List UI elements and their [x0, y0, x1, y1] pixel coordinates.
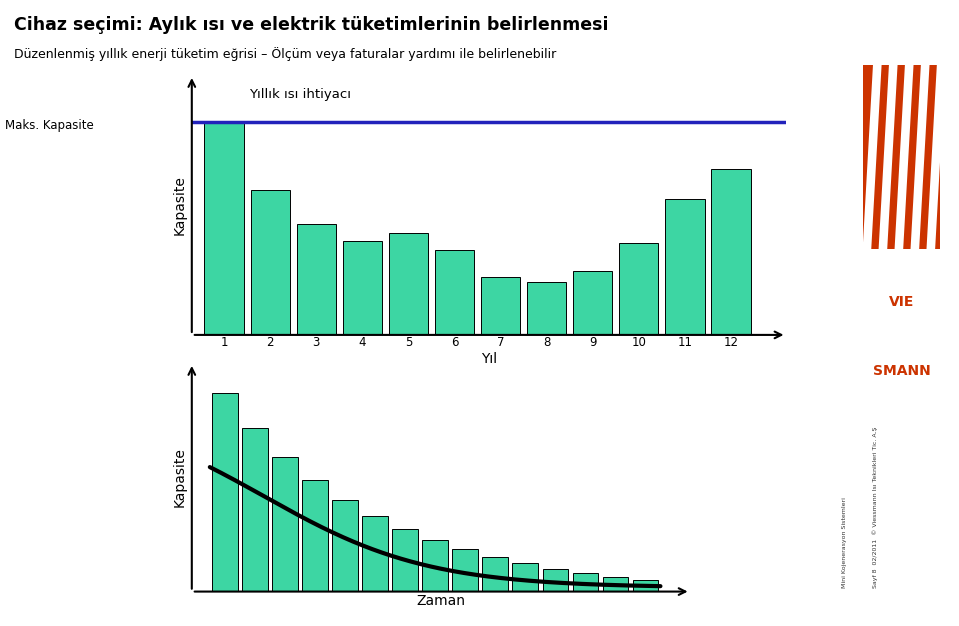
Bar [435, 250, 474, 335]
Bar [620, 244, 659, 335]
Bar [633, 580, 658, 592]
Bar [242, 428, 268, 592]
X-axis label: Yıl: Yıl [481, 352, 497, 366]
Bar [342, 241, 382, 335]
Polygon shape [878, 65, 898, 249]
Bar [863, 65, 941, 249]
Bar [363, 516, 387, 592]
Bar [302, 480, 328, 592]
Polygon shape [910, 65, 929, 249]
Bar [527, 282, 567, 335]
Bar [482, 557, 508, 592]
Bar [392, 529, 418, 592]
Text: Mini Kojenerasyon Sistemleri: Mini Kojenerasyon Sistemleri [842, 498, 847, 588]
Text: Düzenlenmiş yıllık enerji tüketim eğrisi – Ölçüm veya faturalar yardımı ile beli: Düzenlenmiş yıllık enerji tüketim eğrisi… [14, 47, 556, 61]
Text: Sayf 8  02/2011  © Viessmann Isı Teknikleri Tic. A.Ş: Sayf 8 02/2011 © Viessmann Isı Teknikler… [873, 427, 878, 588]
Bar [388, 233, 428, 335]
Text: Yıllık ısı ihtiyacı: Yıllık ısı ihtiyacı [249, 88, 351, 101]
Bar [543, 568, 568, 592]
Bar [666, 198, 705, 335]
Polygon shape [895, 65, 914, 249]
Text: Cihaz seçimi: Aylık ısı ve elektrik tüketimlerinin belirlenmesi: Cihaz seçimi: Aylık ısı ve elektrik tüke… [14, 16, 609, 34]
Polygon shape [926, 65, 946, 249]
Bar [602, 577, 628, 592]
X-axis label: Zaman: Zaman [416, 594, 466, 608]
Text: Maks. Kapasite: Maks. Kapasite [5, 119, 94, 131]
Text: VIE: VIE [889, 295, 914, 309]
Bar [204, 122, 244, 335]
Bar [332, 500, 358, 592]
Bar [512, 563, 538, 592]
Y-axis label: Kapasite: Kapasite [173, 175, 186, 235]
Text: SMANN: SMANN [873, 364, 930, 378]
Bar [573, 271, 613, 335]
Bar [481, 277, 520, 335]
Y-axis label: Kapasite: Kapasite [173, 448, 186, 507]
Bar [712, 169, 751, 335]
Bar [453, 549, 478, 592]
Bar [422, 540, 448, 592]
Bar [272, 456, 297, 592]
Bar [573, 573, 598, 592]
Bar [296, 224, 336, 335]
Polygon shape [863, 65, 881, 249]
Bar [212, 393, 238, 592]
Bar [250, 190, 290, 335]
